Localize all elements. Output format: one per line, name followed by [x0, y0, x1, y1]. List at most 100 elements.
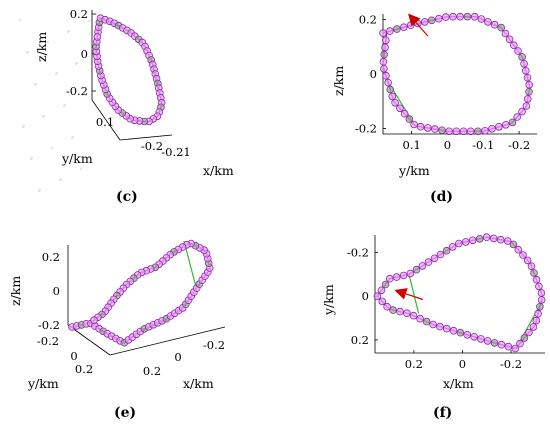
direction-arrow [408, 13, 421, 27]
trajectory-marker [424, 258, 433, 266]
background-speck [21, 125, 25, 129]
trajectory-marker [509, 240, 518, 249]
trajectory-marker [505, 35, 514, 44]
trajectory-marker [412, 265, 421, 274]
panel-e-plot: 0.20-0.2-0.200.2 0.20-0.2 [37, 239, 226, 378]
background-speck [50, 146, 54, 150]
trajectory-marker [514, 47, 522, 55]
background-speck [66, 30, 70, 34]
trajectory-marker [501, 29, 510, 38]
trajectory-marker [378, 297, 387, 306]
trajectory-marker [405, 115, 414, 123]
chord-segment [183, 240, 197, 288]
trajectory-marker [529, 323, 538, 331]
chord-segment [408, 274, 420, 314]
trajectory-marker [456, 12, 465, 21]
background-speck [62, 104, 66, 108]
trajectory-marker [484, 18, 492, 26]
x-tick-label: -0.2 [508, 138, 530, 152]
trajectory-marker [436, 322, 444, 331]
panel-e-zlabel: z/km [8, 275, 23, 306]
trajectory-marker [456, 328, 465, 337]
trajectory-marker [534, 309, 542, 318]
trajectory-marker [477, 15, 486, 23]
trajectory-marker [400, 109, 409, 118]
background-speck [37, 189, 41, 193]
panel-c-ylabel: y/km [62, 151, 93, 166]
trajectory-marker [388, 92, 397, 101]
trajectory-marker [455, 239, 463, 248]
trajectory-marker [381, 280, 390, 289]
y-tick-label: -0.2 [355, 122, 377, 136]
y-axis-line [91, 99, 121, 141]
background-speck [83, 93, 87, 97]
trajectory-marker [522, 67, 530, 75]
x-tick-label: 0 [444, 138, 451, 152]
trajectory-marker [435, 14, 443, 23]
panel-d-ylabel: z/km [331, 65, 346, 96]
trajectory-marker [431, 125, 439, 133]
panel-e: 0.2 0 -0.2 -0.2 0 0.2 0.2 0 -0.2 z/km y/km x/km … [0, 215, 275, 431]
trajectory-marker [519, 251, 527, 259]
trajectory-marker [520, 59, 528, 68]
trajectory-marker [393, 25, 401, 33]
trajectory-marker [442, 13, 450, 21]
trajectory-marker [448, 243, 457, 251]
x-tick-label: -0.2 [500, 357, 522, 371]
trajectory-marker [470, 12, 479, 21]
background-speck [25, 51, 29, 55]
z-tick-label: -0.2 [38, 318, 60, 332]
panel-f-plot: 0.2 0 -0.2 -0.2 0 0.2 [347, 233, 546, 371]
trajectory-marker [497, 23, 506, 32]
trajectory-marker [508, 118, 517, 127]
trajectory-marker [468, 236, 477, 245]
trajectory-marker [489, 234, 498, 243]
background-speck [70, 136, 74, 140]
trajectory-marker [518, 107, 526, 116]
trajectory-marker [445, 127, 453, 136]
trajectory-marker [418, 262, 427, 270]
trajectory-marker [481, 127, 489, 135]
trajectory-marker [532, 316, 541, 325]
z-tick-label: -0.2 [66, 84, 88, 98]
trajectory-marker [416, 314, 424, 323]
trajectory-marker [495, 123, 503, 131]
trajectory-marker [449, 326, 458, 335]
trajectory-marker [429, 320, 437, 329]
trajectory-marker [523, 256, 532, 265]
panel-e-ylabel: y/km [28, 376, 59, 391]
panel-f-caption: (f) [433, 405, 453, 421]
panel-c-plot: 0.20-0.20.1-0.2-0.21 [18, 7, 191, 193]
x-tick-label: -0.21 [161, 145, 191, 159]
x-tick-label: 0 [459, 357, 466, 371]
y-tick-label: 0.2 [75, 362, 93, 376]
trajectory-marker [536, 303, 544, 311]
trajectory-marker [504, 342, 513, 351]
trajectory-marker [380, 50, 388, 59]
trajectory-marker [396, 104, 404, 113]
trajectory-marker [422, 317, 431, 326]
trajectory-marker [442, 246, 451, 255]
trajectory-marker [535, 282, 543, 291]
trajectory-marker [93, 33, 102, 41]
direction-arrow-shaft [415, 22, 429, 37]
trajectory-marker [452, 127, 461, 136]
background-speck [58, 178, 62, 182]
y-tick-label: -0.2 [347, 245, 369, 259]
background-speck [29, 157, 33, 161]
trajectory-marker [496, 235, 505, 244]
trajectory-marker [399, 271, 408, 280]
trajectory-marker [537, 289, 546, 297]
trajectory-marker [466, 127, 475, 136]
trajectory-marker [385, 274, 394, 283]
x-tick-label: -0.1 [472, 138, 494, 152]
trajectory-marker [400, 23, 408, 32]
trajectory-marker [477, 335, 485, 343]
z-tick-label: 0 [81, 47, 88, 61]
panel-e-xlabel: x/km [183, 376, 214, 391]
trajectory-marker [525, 328, 533, 337]
trajectory-marker [406, 269, 415, 278]
y-tick-label: -0.2 [37, 334, 59, 348]
y-axis-line [67, 324, 111, 356]
trajectory-marker [416, 122, 425, 131]
